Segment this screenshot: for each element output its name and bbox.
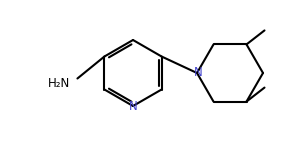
Text: N: N [129, 100, 137, 114]
Text: H₂N: H₂N [48, 77, 71, 90]
Text: N: N [194, 67, 202, 79]
